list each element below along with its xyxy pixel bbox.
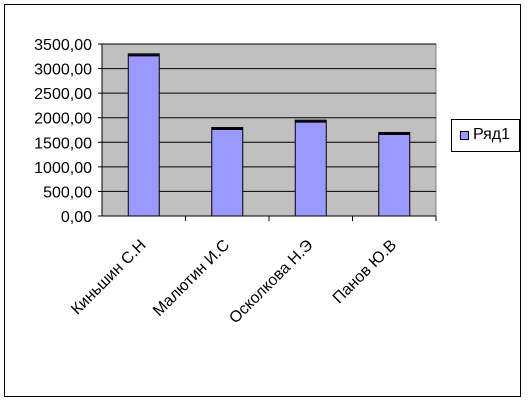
y-tick-label: 2000,00 — [34, 111, 92, 128]
y-tick-label: 3500,00 — [34, 37, 92, 54]
bar — [211, 127, 244, 217]
y-tick-label: 500,00 — [43, 184, 92, 201]
category-label: Осколкова Н.Э — [226, 237, 316, 327]
y-tick-label: 2500,00 — [34, 86, 92, 103]
category-label: Малютин И.С — [150, 237, 233, 320]
y-tick-label: 1000,00 — [34, 160, 92, 177]
y-tick-label: 0,00 — [61, 209, 92, 226]
bar — [127, 53, 160, 217]
legend-swatch — [460, 131, 469, 140]
bars — [127, 53, 411, 217]
category-label: Киньшин С.Н — [68, 237, 149, 318]
y-tick-labels: 0,00 500,00 1000,00 1500,00 2000,00 2500,00 30… — [34, 37, 92, 226]
bar-chart: 0,00 500,00 1000,00 1500,00 2000,00 2500,00 30… — [34, 37, 437, 327]
category-label: Панов Ю.В — [330, 237, 400, 307]
legend-label: Ряд1 — [473, 126, 511, 143]
axes — [98, 43, 437, 221]
bar — [294, 119, 327, 217]
y-tick-label: 3000,00 — [34, 62, 92, 79]
legend: Ряд1 — [451, 119, 520, 152]
chart-frame: 0,00 500,00 1000,00 1500,00 2000,00 2500,00 30… — [4, 4, 521, 397]
y-tick-label: 1500,00 — [34, 135, 92, 152]
bar — [378, 131, 411, 217]
